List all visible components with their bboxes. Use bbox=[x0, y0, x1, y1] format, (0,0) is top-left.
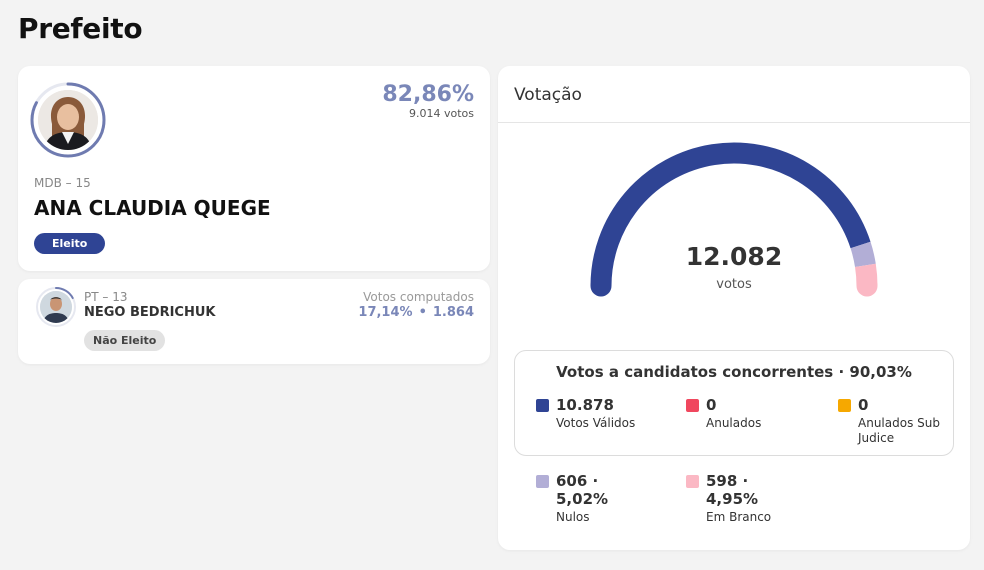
winner-votes: 9.014 votos bbox=[408, 107, 474, 120]
total-votes-caption: votos bbox=[716, 277, 752, 292]
legend-swatch bbox=[838, 399, 851, 412]
legend-value: 10.878 bbox=[556, 396, 614, 414]
winner-percent: 82,86% bbox=[382, 82, 474, 107]
runner-up-name: NEGO BEDRICHUK bbox=[84, 305, 216, 320]
legend-swatch bbox=[536, 399, 549, 412]
legend-swatch bbox=[536, 475, 549, 488]
votes-computed-label: Votos computados bbox=[363, 290, 474, 304]
legend-value: 598 · 4,95% bbox=[706, 472, 759, 508]
runner-up-candidate-card[interactable]: PT – 13 NEGO BEDRICHUK Votos computados … bbox=[18, 279, 490, 364]
legend-value: 606 · 5,02% bbox=[556, 472, 609, 508]
legend-label: Em Branco bbox=[706, 510, 772, 524]
runner-up-photo bbox=[40, 291, 72, 323]
legend-label: Votos Válidos bbox=[556, 416, 636, 430]
divider bbox=[498, 122, 970, 123]
winner-party: MDB – 15 bbox=[34, 176, 91, 190]
legend-swatch bbox=[686, 475, 699, 488]
winner-avatar bbox=[30, 82, 106, 158]
winner-vote-ring bbox=[30, 82, 106, 158]
total-votes: 12.082 bbox=[685, 242, 783, 271]
stats-separator: • bbox=[418, 305, 427, 320]
runner-up-avatar bbox=[36, 287, 76, 327]
winner-name: ANA CLAUDIA QUEGE bbox=[34, 196, 271, 220]
voting-title: Votação bbox=[514, 85, 582, 105]
legend-label: Anulados bbox=[706, 416, 762, 430]
winner-candidate-card[interactable]: 82,86% 9.014 votos MDB – 15 ANA CLAUDIA … bbox=[18, 66, 490, 271]
page-title: Prefeito bbox=[18, 12, 143, 45]
legend-swatch bbox=[686, 399, 699, 412]
gauge-segment-em-branco[interactable] bbox=[854, 263, 878, 287]
legend-value: 0 bbox=[706, 396, 717, 414]
competing-votes-summary: Votos a candidatos concorrentes · 90,03% bbox=[514, 350, 954, 456]
runner-up-votes: 1.864 bbox=[432, 305, 474, 320]
summary-title: Votos a candidatos concorrentes · 90,03% bbox=[556, 363, 912, 381]
status-badge-not-elected: Não Eleito bbox=[84, 330, 166, 351]
legend-value: 0 bbox=[858, 396, 869, 414]
status-badge-elected: Eleito bbox=[34, 233, 106, 254]
runner-up-party: PT – 13 bbox=[84, 290, 128, 304]
runner-up-vote-ring bbox=[36, 287, 76, 327]
legend-label: Nulos bbox=[556, 510, 590, 524]
votes-gauge-chart bbox=[590, 142, 878, 297]
runner-up-percent: 17,14% bbox=[358, 305, 413, 320]
voting-card: Votação 12.082 votos Votos a candidatos … bbox=[498, 66, 970, 550]
runner-up-stats: 17,14% • 1.864 bbox=[358, 305, 474, 320]
winner-photo bbox=[38, 90, 98, 150]
gauge-segment-votos-válidos[interactable] bbox=[590, 142, 871, 287]
gauge-segment-nulos[interactable] bbox=[850, 241, 876, 268]
legend-label: Anulados Sub Judice bbox=[858, 416, 940, 445]
